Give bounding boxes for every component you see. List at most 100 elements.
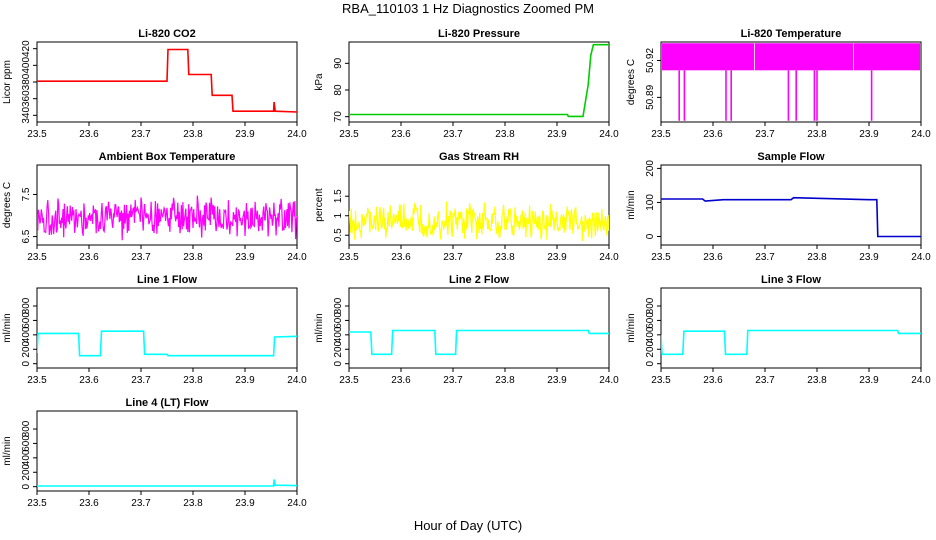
panel-10: Line 4 (LT) Flow 23.5 23.6 23.7 23.8 23.9 24.0…: [2, 397, 307, 509]
y-axis-label: ml/min: [626, 190, 637, 219]
y-tick-label: 0: [645, 233, 656, 239]
x-tick-label: 23.5: [651, 375, 671, 386]
x-tick-label: 23.8: [183, 252, 203, 263]
panel-7: Line 1 Flow 23.5 23.6 23.7 23.8 23.9 24.0 0 2004…: [2, 274, 307, 386]
y-tick-label: 600: [333, 312, 344, 329]
y-tick-label: 400: [21, 57, 32, 74]
y-axis-label: Licor ppm: [2, 60, 13, 104]
x-tick-label: 23.7: [131, 498, 151, 509]
y-tick-label: 400: [21, 449, 32, 466]
plot-frame: [36, 287, 298, 369]
x-tick-label: 23.6: [391, 252, 411, 263]
x-tick-label: 24.0: [287, 498, 307, 509]
x-tick-label: 23.6: [703, 375, 723, 386]
x-tick-label: 24.0: [599, 252, 619, 263]
panel-5: Gas Stream RH 23.5 23.6 23.7 23.8 23.9 24.0 0.5…: [314, 151, 619, 263]
noisy-series: [37, 195, 297, 241]
series-line: [37, 330, 297, 357]
y-tick-label: 6.5: [21, 229, 32, 243]
data-layer: [661, 196, 921, 238]
x-tick-label: 23.7: [131, 252, 151, 263]
y-tick-label: 50.89: [645, 84, 656, 109]
data-layer: [349, 43, 609, 118]
y-axis-label: ml/min: [314, 313, 325, 342]
y-tick-label: 100: [645, 194, 656, 211]
x-tick-label: 23.5: [651, 252, 671, 263]
y-tick-label: 0.5: [333, 228, 344, 242]
x-tick-label: 23.5: [339, 129, 359, 140]
x-tick-label: 23.8: [807, 252, 827, 263]
y-tick-label: 200: [21, 463, 32, 480]
y-tick-label: 800: [333, 297, 344, 314]
x-tick-label: 24.0: [599, 129, 619, 140]
x-tick-label: 24.0: [911, 375, 931, 386]
y-axis-label: ml/min: [2, 313, 13, 342]
x-tick-label: 23.6: [79, 375, 99, 386]
x-tick-label: 23.9: [547, 375, 567, 386]
x-tick-label: 23.7: [131, 129, 151, 140]
y-tick-label: 200: [333, 340, 344, 357]
y-tick-label: 1.5: [333, 189, 344, 203]
panel-title: Li-820 CO2: [138, 28, 195, 40]
y-tick-label: 200: [645, 160, 656, 177]
data-layer: [661, 329, 921, 356]
plot-frame: [36, 410, 298, 492]
x-tick-label: 23.6: [391, 129, 411, 140]
x-tick-label: 23.7: [131, 375, 151, 386]
x-tick-label: 23.5: [339, 252, 359, 263]
y-tick-label: 90: [333, 57, 344, 69]
x-tick-label: 23.7: [755, 129, 775, 140]
x-tick-label: 23.5: [27, 498, 47, 509]
y-tick-label: 340: [21, 107, 32, 124]
series-line: [37, 48, 297, 113]
x-tick-label: 23.6: [391, 375, 411, 386]
data-layer: [662, 43, 920, 121]
y-tick-label: 0: [21, 360, 32, 366]
x-tick-label: 23.5: [27, 252, 47, 263]
data-layer: [37, 479, 297, 487]
x-tick-label: 24.0: [287, 129, 307, 140]
y-tick-label: 800: [21, 420, 32, 437]
y-tick-label: 7.5: [21, 187, 32, 201]
plot-frame: [348, 287, 610, 369]
y-tick-label: 200: [21, 340, 32, 357]
data-layer: [37, 195, 297, 241]
y-tick-label: 420: [21, 40, 32, 57]
x-tick-label: 23.6: [703, 252, 723, 263]
panel-title: Line 3 Flow: [761, 274, 821, 286]
series-line: [661, 196, 921, 238]
x-tick-label: 23.9: [547, 252, 567, 263]
x-tick-label: 23.9: [859, 129, 879, 140]
plot-frame: [348, 164, 610, 246]
x-tick-label: 23.5: [27, 375, 47, 386]
panel-title: Sample Flow: [757, 151, 825, 163]
y-tick-label: 360: [21, 90, 32, 107]
y-tick-label: 70: [333, 111, 344, 123]
x-tick-label: 23.9: [547, 129, 567, 140]
panel-9: Line 3 Flow 23.5 23.6 23.7 23.8 23.9 24.0 0 2004…: [626, 274, 931, 386]
x-tick-label: 23.8: [495, 129, 515, 140]
x-tick-label: 24.0: [287, 375, 307, 386]
plot-frame: [348, 41, 610, 123]
y-tick-label: 400: [21, 326, 32, 343]
x-tick-label: 23.9: [859, 375, 879, 386]
x-tick-label: 23.8: [495, 375, 515, 386]
series-line: [661, 329, 921, 356]
x-tick-label: 23.8: [495, 252, 515, 263]
y-axis-label: ml/min: [2, 436, 13, 465]
x-tick-label: 23.7: [755, 252, 775, 263]
y-tick-label: 400: [333, 326, 344, 343]
x-tick-label: 23.8: [183, 498, 203, 509]
panel-title: Line 4 (LT) Flow: [126, 397, 209, 409]
y-tick-label: 800: [645, 297, 656, 314]
plot-frame: [660, 164, 922, 246]
panel-4: Ambient Box Temperature 23.5 23.6 23.7 23.8 2…: [2, 151, 307, 263]
x-tick-label: 24.0: [287, 252, 307, 263]
x-tick-label: 23.7: [443, 375, 463, 386]
noisy-series: [349, 201, 609, 242]
series-line: [349, 329, 609, 356]
x-tick-label: 23.9: [235, 129, 255, 140]
y-tick-label: 1: [333, 213, 344, 219]
y-axis-label: percent: [314, 188, 325, 222]
